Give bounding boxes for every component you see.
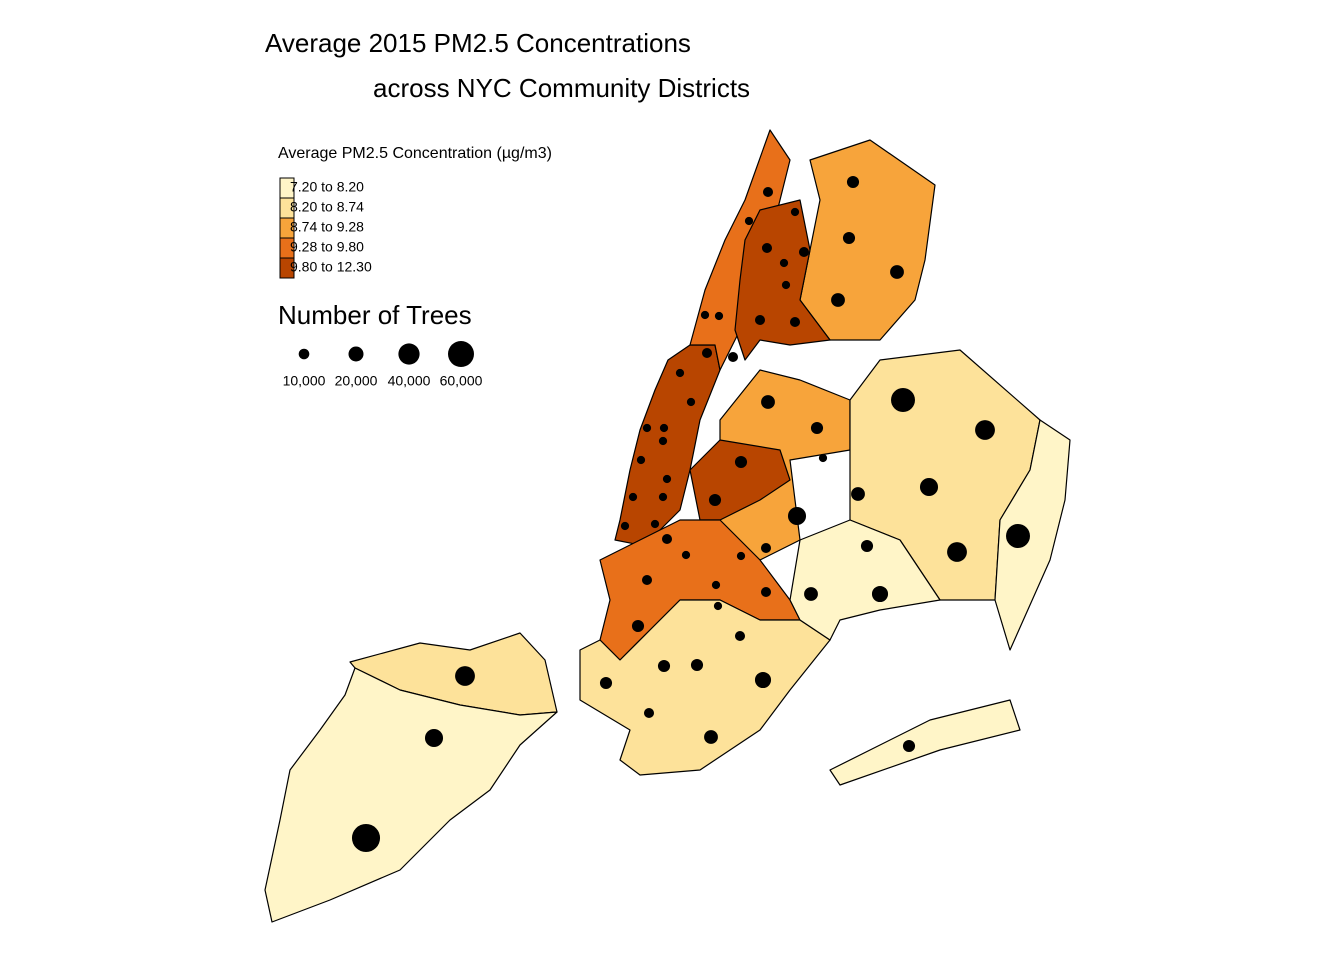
tree-bubble — [657, 659, 671, 673]
size-legend-label: 10,000 — [283, 373, 326, 389]
tree-bubble — [781, 280, 791, 290]
tree-bubble — [690, 658, 704, 672]
title-line: Average 2015 PM2.5 Concentrations — [265, 28, 691, 58]
tree-bubble — [761, 395, 775, 409]
tree-bubble — [760, 586, 772, 598]
tree-bubble — [708, 493, 722, 507]
region — [994, 419, 1071, 651]
tree-bubble — [700, 310, 710, 320]
tree-bubble — [704, 730, 718, 744]
tree-bubble — [846, 175, 860, 189]
tree-bubble — [650, 519, 660, 529]
size-legend-circle — [348, 346, 364, 362]
tree-bubble — [642, 423, 652, 433]
tree-bubble — [860, 539, 874, 553]
tree-bubble — [734, 455, 748, 469]
region — [829, 699, 1021, 786]
tree-bubble — [686, 397, 696, 407]
tree-bubble — [641, 574, 653, 586]
tree-bubble — [818, 453, 828, 463]
size-legend-label: 20,000 — [335, 373, 378, 389]
tree-bubble — [658, 436, 668, 446]
tree-bubble — [744, 216, 754, 226]
size-legend-label: 60,000 — [440, 373, 483, 389]
tree-bubble — [662, 474, 672, 484]
legend-title: Average PM2.5 Concentration (µg/m3) — [278, 145, 552, 162]
tree-bubble — [734, 630, 746, 642]
tree-bubble — [643, 707, 655, 719]
tree-bubble — [736, 551, 746, 561]
tree-bubble — [711, 580, 721, 590]
tree-bubble — [754, 671, 772, 689]
tree-bubble — [727, 351, 739, 363]
tree-bubble — [760, 542, 772, 554]
region — [579, 599, 831, 776]
tree-bubble — [701, 347, 713, 359]
tree-bubble — [658, 492, 668, 502]
legend-swatch — [279, 257, 295, 279]
tree-bubble — [713, 601, 723, 611]
size-legend-circle — [448, 341, 474, 367]
tree-bubble — [628, 492, 638, 502]
tree-bubble — [424, 728, 444, 748]
map-regions — [264, 129, 1071, 923]
tree-bubble — [761, 242, 773, 254]
legend-label: 8.74 to 9.28 — [290, 219, 364, 235]
tree-bubble — [871, 585, 889, 603]
tree-bubble — [681, 550, 691, 560]
tree-bubble — [787, 506, 807, 526]
tree-bubble — [661, 533, 673, 545]
legend-label: 8.20 to 8.74 — [290, 199, 364, 215]
legend-label: 7.20 to 8.20 — [290, 179, 364, 195]
tree-bubble — [351, 823, 381, 853]
tree-bubble — [804, 587, 818, 601]
tree-bubble — [947, 542, 967, 562]
tree-bubble — [851, 487, 865, 501]
title-line: across NYC Community Districts — [373, 73, 750, 103]
tree-bubble — [919, 477, 939, 497]
tree-bubble — [779, 258, 789, 268]
tree-bubble — [620, 521, 630, 531]
tree-bubble — [831, 293, 845, 307]
legend-label: 9.28 to 9.80 — [290, 239, 364, 255]
tree-bubble — [789, 316, 801, 328]
tree-bubble — [636, 455, 646, 465]
tree-bubble — [902, 739, 916, 753]
tree-bubble — [762, 186, 774, 198]
legend-label: 9.80 to 12.30 — [290, 259, 372, 275]
tree-bubble — [890, 265, 904, 279]
size-legend-circle — [298, 348, 310, 360]
tree-bubble — [790, 207, 800, 217]
tree-bubble — [975, 420, 995, 440]
tree-bubble — [599, 676, 613, 690]
tree-bubble — [810, 421, 824, 435]
region — [264, 667, 558, 923]
tree-bubble — [1006, 524, 1030, 548]
tree-bubble — [455, 666, 475, 686]
region — [799, 139, 936, 341]
tree-bubble — [659, 423, 669, 433]
tree-bubble — [798, 246, 810, 258]
region — [789, 519, 941, 641]
size-legend-circle — [398, 343, 420, 365]
tree-bubble — [675, 368, 685, 378]
legend-title: Number of Trees — [278, 300, 472, 330]
tree-bubble — [754, 314, 766, 326]
size-legend-label: 40,000 — [388, 373, 431, 389]
tree-bubble — [714, 311, 724, 321]
tree-bubble — [891, 388, 915, 412]
tree-bubble — [842, 231, 856, 245]
tree-bubble — [631, 619, 645, 633]
